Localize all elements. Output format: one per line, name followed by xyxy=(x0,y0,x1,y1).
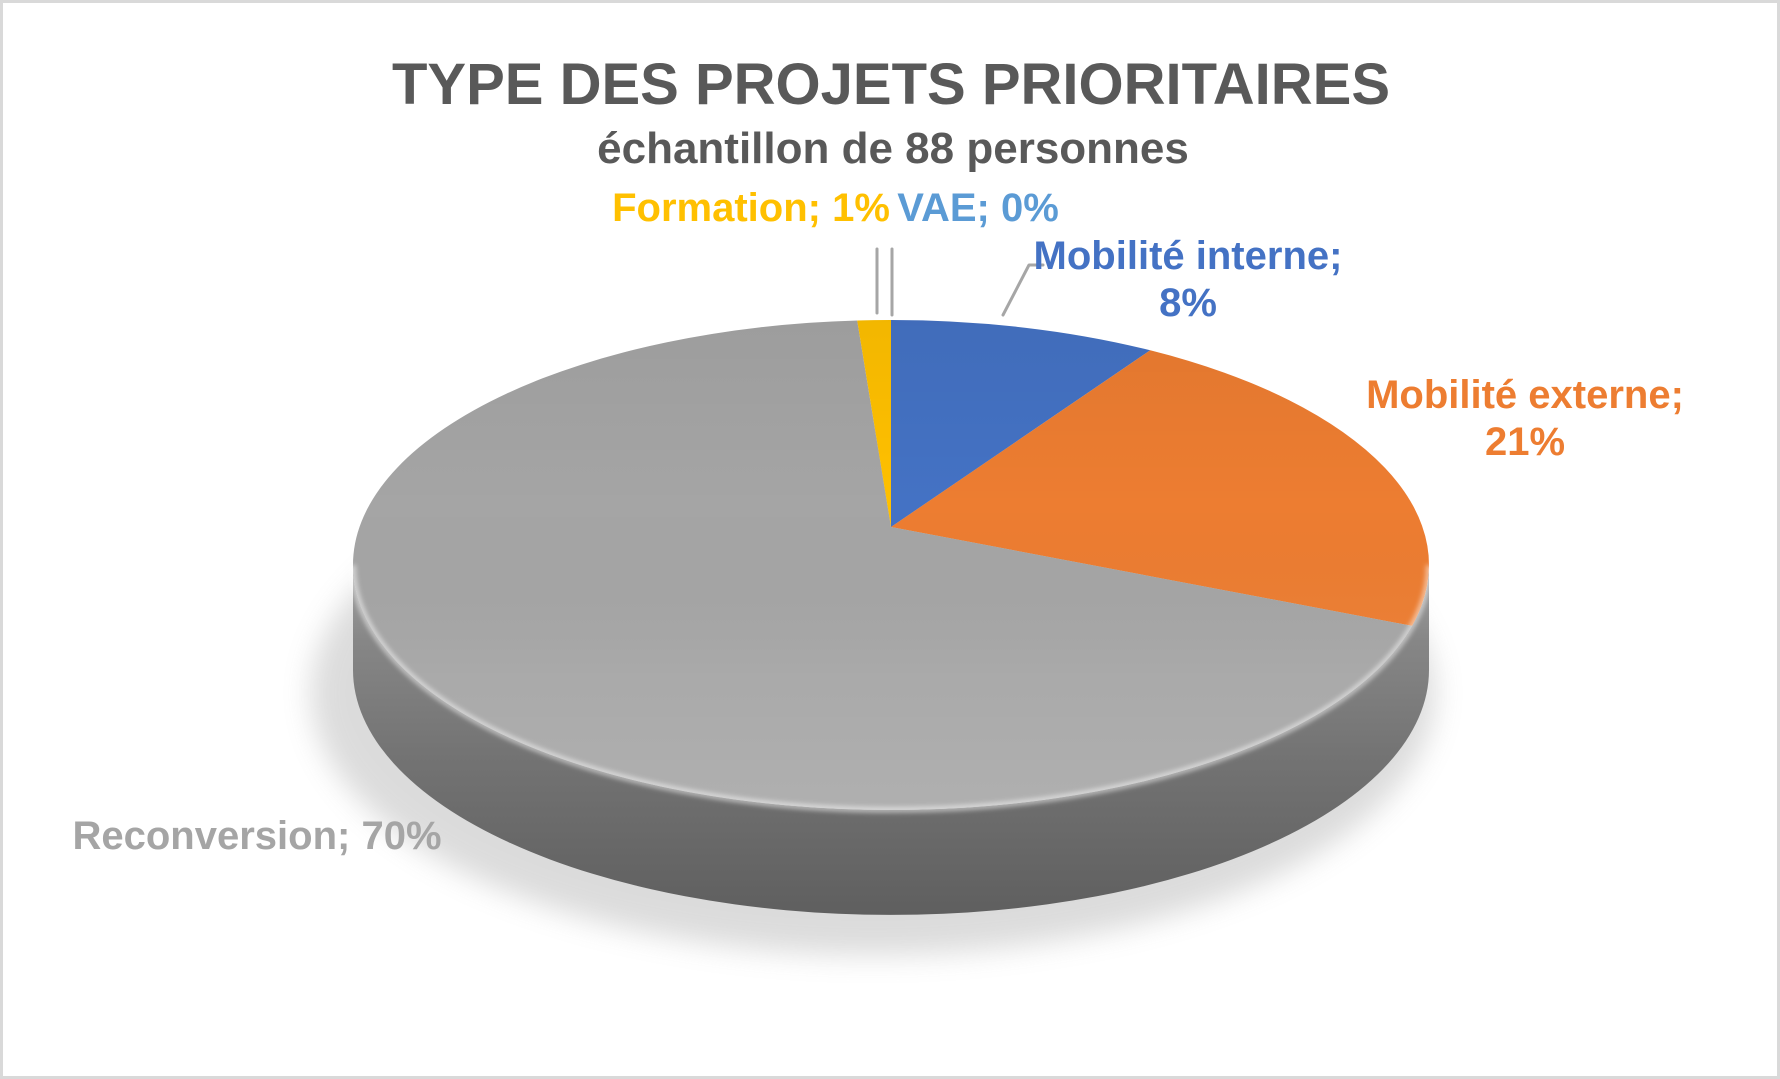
data-label-vae[interactable]: VAE; 0% xyxy=(897,186,1059,230)
chart-subtitle[interactable]: échantillon de 88 personnes xyxy=(597,124,1189,173)
data-label-mobilite-externe-value: 21% xyxy=(1484,420,1566,465)
data-label-mobilite-interne[interactable]: Mobilité interne; 8% xyxy=(1034,233,1343,327)
chart-title[interactable]: TYPE DES PROJETS PRIORITAIRES xyxy=(391,52,1391,117)
data-label-mobilite-interne-name: Mobilité interne; xyxy=(1033,234,1343,278)
data-label-formation[interactable]: Formation; 1% xyxy=(612,186,890,230)
pie-side-wall xyxy=(353,565,1429,915)
data-label-reconversion[interactable]: Reconversion; 70% xyxy=(72,814,442,858)
leader-line-mobilite-interne xyxy=(1001,263,1045,317)
data-label-mobilite-externe[interactable]: Mobilité externe; 21% xyxy=(1366,372,1684,466)
data-label-mobilite-externe-name: Mobilité externe; xyxy=(1366,373,1684,417)
data-label-mobilite-interne-value: 8% xyxy=(1159,281,1217,326)
